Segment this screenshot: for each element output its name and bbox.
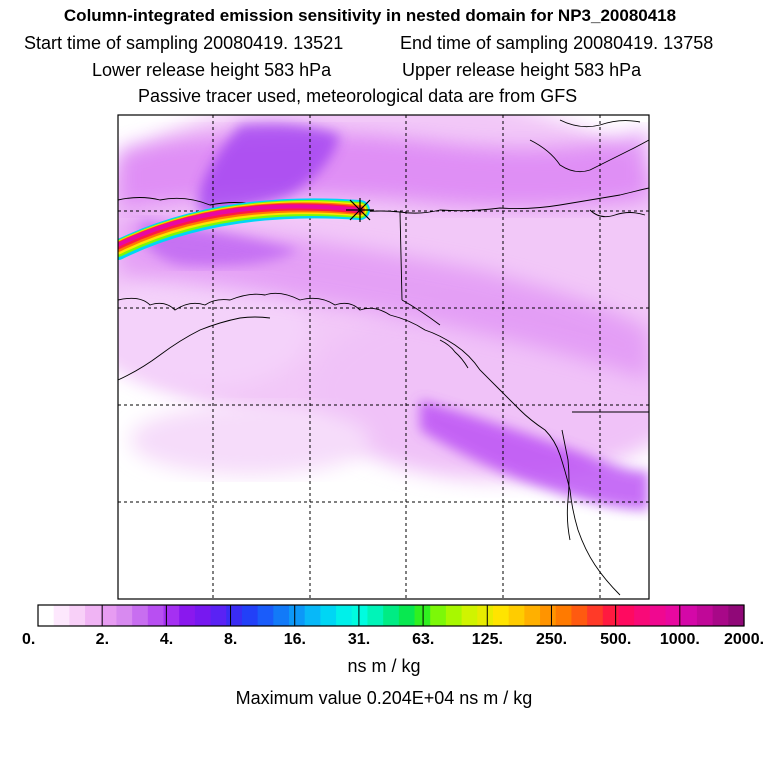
field-core-north bbox=[198, 123, 340, 215]
colorbar-cell bbox=[116, 605, 133, 626]
coastline-archipelago bbox=[529, 139, 649, 173]
colorbar-cell bbox=[728, 605, 745, 626]
coastline-islands-north bbox=[559, 119, 641, 128]
map-frame bbox=[117, 114, 650, 600]
maximum-value-label: Maximum value 0.204E+04 ns m / kg bbox=[235, 688, 533, 708]
asterisk-marker-icon bbox=[346, 198, 374, 222]
coastline-islands bbox=[439, 339, 469, 369]
colorbar-cell bbox=[602, 605, 620, 626]
colorbar-cell bbox=[85, 605, 102, 626]
colorbar-tick-label: 250. bbox=[535, 631, 568, 648]
colorbar-tick-label: 63. bbox=[412, 631, 435, 648]
lower-release-label: Lower release height 583 hPa bbox=[92, 60, 332, 80]
colorbar-cell bbox=[226, 605, 243, 626]
colorbar-cell bbox=[383, 605, 400, 626]
colorbar-tick-label: 0. bbox=[22, 631, 36, 648]
border-panhandle bbox=[401, 299, 441, 326]
colorbar-cell bbox=[477, 605, 494, 626]
colorbar-tick-label: 1000. bbox=[659, 631, 700, 648]
coastline-hudson bbox=[589, 209, 646, 218]
colorbar-tick-label: 4. bbox=[159, 631, 174, 648]
border-alaska-canada bbox=[399, 211, 403, 301]
colorbar-cell bbox=[320, 605, 337, 626]
coastline-washington bbox=[561, 429, 571, 541]
colorbar-cell bbox=[163, 605, 180, 626]
colorbar-tick-label: 16. bbox=[283, 631, 306, 648]
colorbar-cell bbox=[508, 605, 525, 626]
plume-band bbox=[118, 204, 362, 247]
colorbar-tick-label: 8. bbox=[224, 631, 238, 648]
field-light-west bbox=[118, 270, 310, 390]
colorbar-tick-label: 500. bbox=[600, 631, 632, 648]
colorbar-cell bbox=[289, 605, 306, 626]
colorbar-cell bbox=[179, 605, 196, 626]
colorbar-tick-label: 2000. bbox=[724, 631, 765, 648]
colorbar-cell bbox=[665, 605, 682, 626]
colorbar-cell bbox=[445, 605, 463, 626]
colorbar-cell bbox=[38, 605, 55, 626]
end-time-label: End time of sampling 20080419. 13758 bbox=[400, 33, 714, 53]
colorbar-cell bbox=[351, 605, 369, 626]
colorbar-cell bbox=[398, 605, 416, 626]
colorbar-cell bbox=[571, 605, 588, 626]
colorbar-cell bbox=[194, 605, 212, 626]
coastline-alaska-south bbox=[118, 292, 391, 316]
plume-arc bbox=[118, 198, 370, 260]
colorbar-cell bbox=[696, 605, 714, 626]
coastlines bbox=[118, 119, 649, 596]
colorbar-cell bbox=[147, 605, 165, 626]
colorbar-tick-label: 2. bbox=[95, 631, 110, 648]
colorbar-units: ns m / kg bbox=[347, 656, 421, 676]
colorbar-cell bbox=[257, 605, 274, 626]
colorbar-cell bbox=[555, 605, 573, 626]
colorbar-cell bbox=[132, 605, 149, 626]
colorbar-cell bbox=[649, 605, 667, 626]
coastline-aleutians bbox=[118, 316, 271, 381]
plot-title: Column-integrated emission sensitivity i… bbox=[63, 6, 677, 25]
colorbar-tick-label: 31. bbox=[347, 631, 371, 648]
colorbar-cell bbox=[681, 605, 698, 626]
colorbar-cell bbox=[712, 605, 729, 626]
colorbar-cell bbox=[634, 605, 651, 626]
field-band-coast bbox=[420, 400, 649, 510]
sensitivity-field bbox=[118, 115, 649, 510]
colorbar-cell bbox=[210, 605, 227, 626]
colorbar-cell bbox=[430, 605, 447, 626]
colorbar-cell bbox=[336, 605, 353, 626]
colorbar-cell bbox=[100, 605, 118, 626]
colorbar-cell bbox=[273, 605, 290, 626]
colorbar-cell bbox=[587, 605, 604, 626]
colorbar-cell bbox=[540, 605, 557, 626]
colorbar-cell bbox=[461, 605, 478, 626]
tracer-note: Passive tracer used, meteorological data… bbox=[138, 86, 578, 106]
colorbar-cell bbox=[69, 605, 86, 626]
colorbar-cell bbox=[367, 605, 384, 626]
colorbar-cell bbox=[524, 605, 541, 626]
upper-release-label: Upper release height 583 hPa bbox=[402, 60, 642, 80]
colorbar-cell bbox=[53, 605, 70, 626]
coastline-pacific-northwest bbox=[389, 314, 621, 596]
colorbar-frame bbox=[37, 604, 745, 627]
colorbar-tick-label: 125. bbox=[471, 631, 503, 648]
colorbar-cell bbox=[241, 605, 259, 626]
colorbar-cell bbox=[618, 605, 635, 626]
colorbar-cell bbox=[492, 605, 510, 626]
colorbar-cell bbox=[304, 605, 321, 626]
start-time-label: Start time of sampling 20080419. 13521 bbox=[24, 33, 344, 53]
